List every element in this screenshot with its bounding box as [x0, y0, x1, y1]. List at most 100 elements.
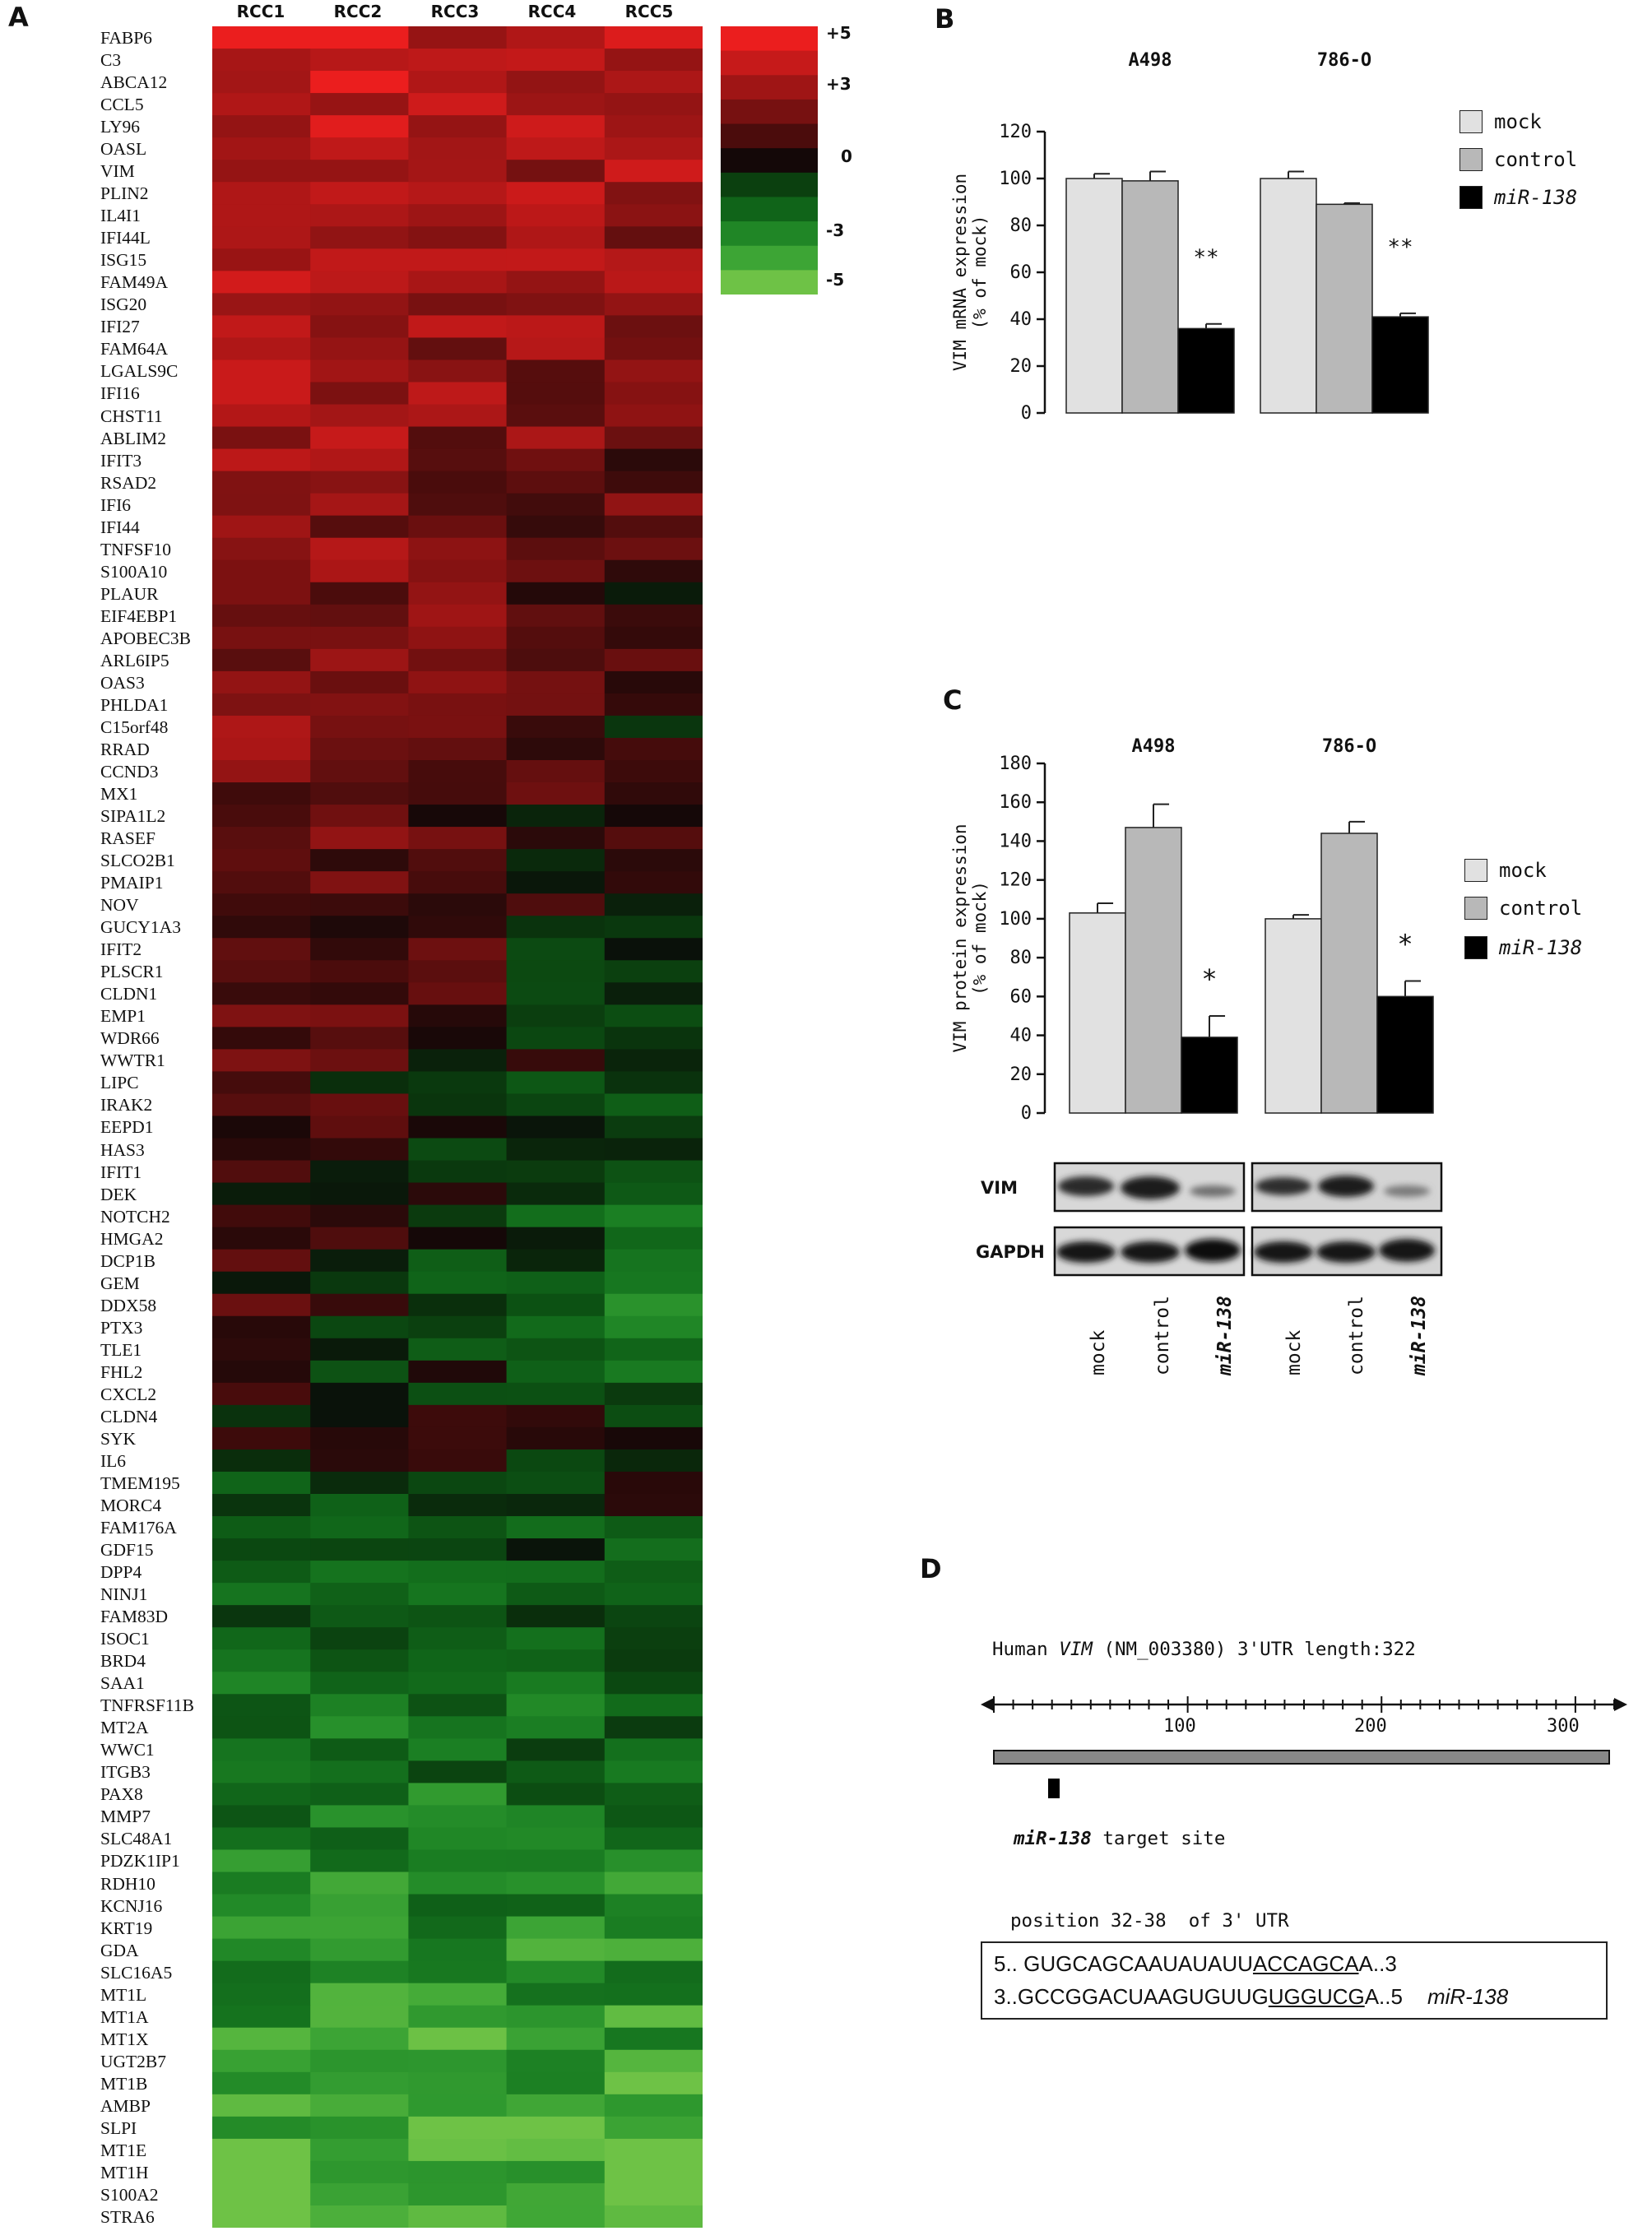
y-axis-title: VIM mRNA expression (% of mock) [950, 174, 990, 371]
seq2-post: A..5 [1364, 1984, 1403, 2009]
utr-title-gene: VIM [1059, 1639, 1093, 1660]
heatmap-cell [408, 1227, 508, 1250]
western-label-vim: VIM [981, 1178, 1018, 1198]
heatmap-cell [604, 337, 703, 361]
heatmap-cell [212, 1138, 311, 1162]
heatmap-cell [212, 404, 311, 428]
heatmap-cell [408, 1404, 508, 1428]
heatmap-cell [408, 271, 508, 294]
heatmap-cell [212, 1049, 311, 1073]
heatmap-cell [604, 1449, 703, 1473]
heatmap-cell [408, 1027, 508, 1050]
heatmap-cell [604, 1561, 703, 1584]
heatmap-cell [604, 1116, 703, 1139]
heatmap-cell [212, 559, 311, 583]
heatmap-cell [212, 2005, 311, 2029]
gene-label: PAX8 [100, 1784, 143, 1805]
heatmap-cell [604, 1049, 703, 1073]
chart-vim-mrna: 0 20 40 60 80 100 120 VIM mRNA expression (% of … [950, 50, 1429, 424]
heatmap-cell [212, 2071, 311, 2095]
heatmap-cell [408, 1783, 508, 1807]
heatmap-cell [604, 1093, 703, 1117]
heatmap-cell [212, 1494, 311, 1517]
heatmap-cell [408, 226, 508, 249]
heatmap-cell [506, 1027, 606, 1050]
heatmap-cell [604, 715, 703, 739]
legend-label: mock [1494, 110, 1542, 133]
heatmap-cell [506, 182, 606, 205]
heatmap-cell [604, 1249, 703, 1273]
gene-label: MT1A [100, 2006, 149, 2027]
legend-swatch-mir138 [1464, 936, 1487, 959]
gene-label: VIM [100, 161, 135, 182]
heatmap-cell [212, 115, 311, 138]
heatmap-cell [408, 582, 508, 605]
heatmap-cell [212, 693, 311, 717]
heatmap-cell [310, 49, 409, 72]
heatmap-cell [408, 693, 508, 717]
legend-label: control [1494, 148, 1578, 171]
seq1-pre: 5.. GUGCAGCAAUAUAUU [994, 1951, 1253, 1976]
heatmap-cell [408, 1471, 508, 1495]
heatmap-cell [506, 1827, 606, 1851]
heatmap-cell [212, 1116, 311, 1139]
heatmap-cell [604, 938, 703, 961]
heatmap-cell [212, 515, 311, 539]
heatmap-cell [408, 1872, 508, 1895]
gene-label: CXCL2 [100, 1384, 157, 1404]
heatmap-cell [212, 1227, 311, 1250]
heatmap-cell [506, 693, 606, 717]
heatmap-cell [212, 2116, 311, 2140]
utr-schematic [981, 1696, 1627, 1798]
heatmap-cell [310, 1315, 409, 1339]
gene-label: IL4I1 [100, 206, 141, 226]
heatmap-cell [506, 916, 606, 939]
heatmap-cell [408, 404, 508, 428]
utr-title-rest: (NM_003380) 3'UTR length:322 [1092, 1639, 1416, 1660]
heatmap-cell [408, 827, 508, 850]
heatmap-cell [212, 2160, 311, 2184]
heatmap-cell [506, 2049, 606, 2073]
scale-swatch [721, 99, 818, 125]
gene-label: RSAD2 [100, 472, 157, 493]
scale-swatch [721, 50, 818, 76]
band-vim-lane6 [1384, 1185, 1430, 1197]
heatmap-cell [310, 1471, 409, 1495]
significance-marker: * [1201, 963, 1217, 995]
heatmap-cell [408, 471, 508, 494]
gene-label: MT1X [100, 2029, 149, 2049]
heatmap-cell [310, 582, 409, 605]
heatmap-cell [506, 1672, 606, 1695]
heatmap-cell [212, 2049, 311, 2073]
heatmap-cell [310, 2094, 409, 2117]
heatmap-cell [408, 1938, 508, 1962]
gene-label: GDF15 [100, 1540, 154, 1561]
heatmap-cell [408, 849, 508, 872]
heatmap-cell [506, 1938, 606, 1962]
heatmap-cell [408, 1360, 508, 1384]
heatmap-cell [408, 93, 508, 116]
gene-label: LIPC [100, 1073, 139, 1093]
gene-label: EMP1 [100, 1006, 146, 1027]
y-tick-label: 80 [1010, 948, 1032, 968]
heatmap-cell [604, 1827, 703, 1851]
legend-b-mir138: miR-138 [1459, 186, 1577, 209]
heatmap-cell [604, 2027, 703, 2051]
heatmap-cell [408, 670, 508, 694]
heatmap-cell [506, 938, 606, 961]
heatmap-cell [506, 404, 606, 428]
heatmap-cell [408, 1627, 508, 1650]
heatmap-cell [604, 271, 703, 294]
gene-label: CLDN1 [100, 984, 158, 1004]
gene-label: DDX58 [100, 1295, 157, 1315]
heatmap-cell [604, 2005, 703, 2029]
group-label: 786-O [1317, 50, 1371, 71]
heatmap-cell [212, 337, 311, 361]
heatmap-cell [408, 1605, 508, 1628]
heatmap-cell [408, 559, 508, 583]
heatmap-cell [310, 1983, 409, 2006]
heatmap-cell [506, 1204, 606, 1228]
gene-label: LY96 [100, 117, 141, 137]
heatmap-cell [604, 1293, 703, 1317]
heatmap-cell [604, 2138, 703, 2162]
